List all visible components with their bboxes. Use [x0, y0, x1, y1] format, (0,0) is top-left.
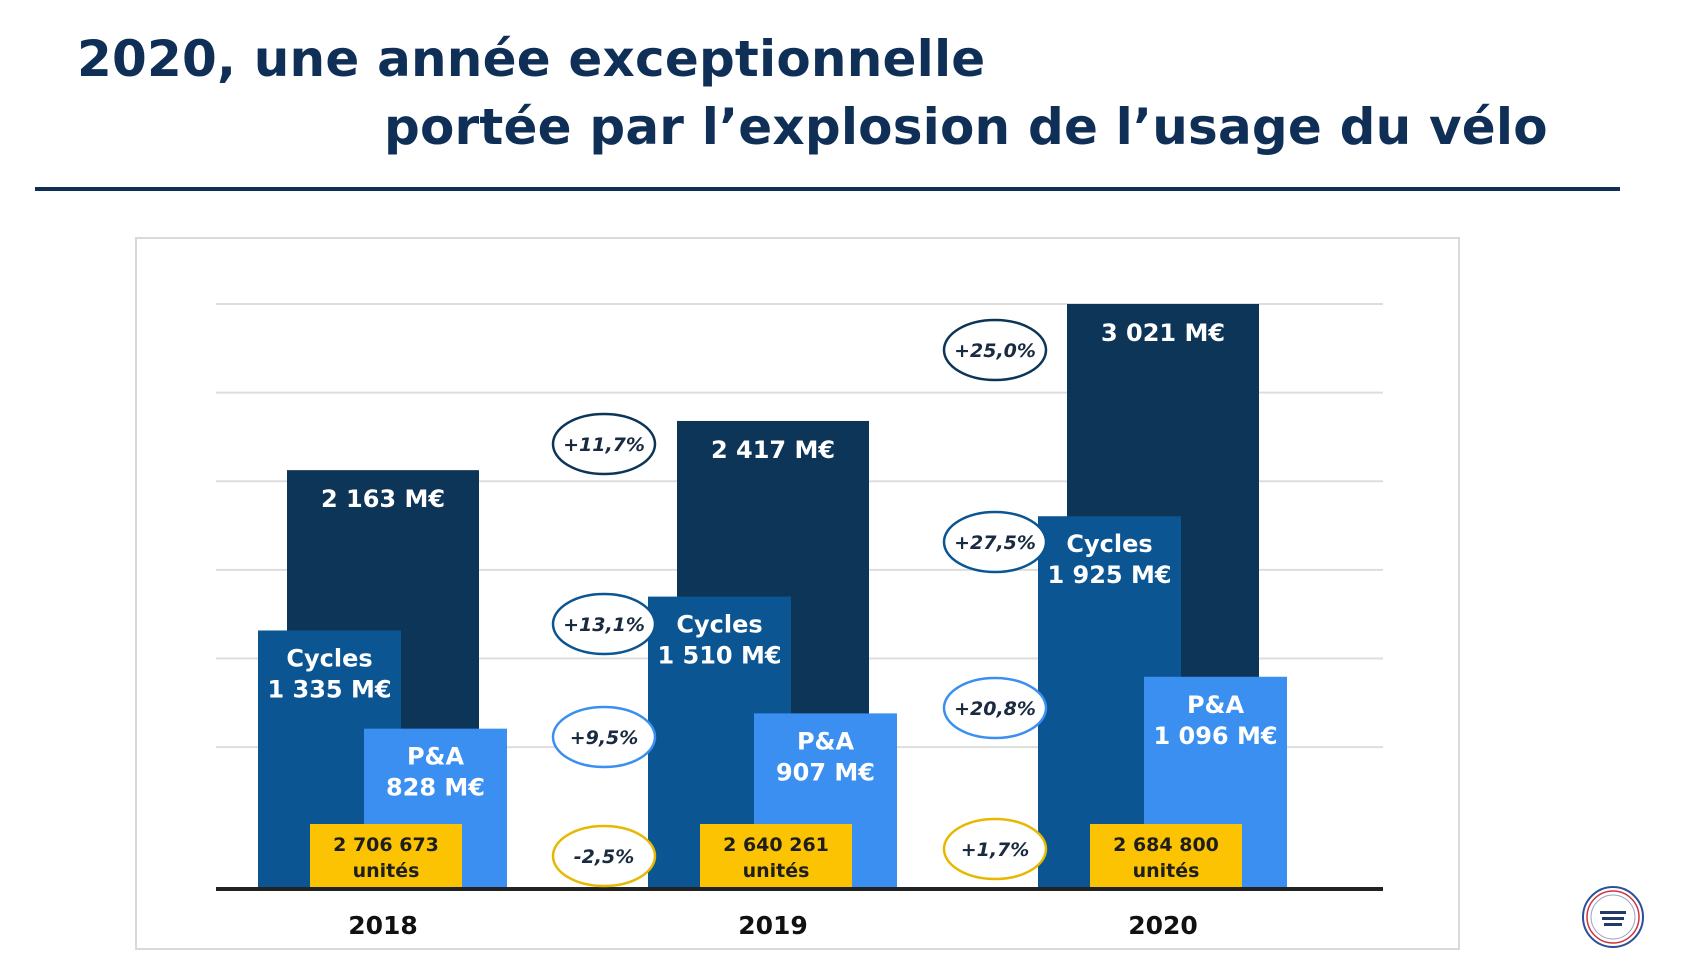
cycles-value-label: 1 335 M€ — [267, 675, 391, 703]
growth-badge-total — [551, 412, 657, 476]
year-tick-label: 2019 — [738, 911, 808, 940]
growth-badge-cycles — [942, 510, 1048, 574]
cycles-name-label: Cycles — [676, 611, 762, 639]
units-suffix-label: unités — [743, 860, 810, 882]
page-title-line-1: 2020, une année exceptionnelle — [77, 30, 986, 88]
growth-badge-units — [942, 817, 1048, 881]
growth-badge-pa — [942, 676, 1048, 740]
pa-name-label: P&A — [797, 727, 855, 755]
total-label: 2 163 M€ — [321, 485, 445, 513]
growth-badge-units-label: +1,7% — [961, 839, 1030, 861]
cycles-name-label: Cycles — [1066, 530, 1152, 558]
growth-badge-total — [942, 318, 1048, 382]
title-divider — [35, 187, 1620, 191]
units-box — [310, 824, 462, 889]
bar-chart: 2 163 M€ Cycles 1 335 M€ P&A 828 M€ 2 706 673… — [216, 303, 1383, 940]
growth-badge-cycles-label: +13,1% — [563, 614, 645, 636]
pa-name-label: P&A — [1187, 691, 1245, 719]
cycles-value-label: 1 510 M€ — [657, 642, 781, 670]
growth-badge-pa-label: +9,5% — [570, 727, 639, 749]
pa-value-label: 1 096 M€ — [1153, 722, 1277, 750]
units-box — [700, 824, 852, 889]
growth-badge-units — [551, 824, 657, 888]
brand-logo — [1582, 886, 1644, 948]
growth-badge-cycles — [551, 592, 657, 656]
page-title-line-2: portée par l’explosion de l’usage du vél… — [384, 98, 1548, 156]
units-suffix-label: unités — [353, 860, 420, 882]
units-value-label: 2 706 673 — [333, 834, 439, 856]
year-tick-label: 2020 — [1128, 911, 1198, 940]
units-suffix-label: unités — [1133, 860, 1200, 882]
units-value-label: 2 640 261 — [723, 834, 829, 856]
growth-badge-units-label: -2,5% — [574, 846, 635, 868]
pa-value-label: 828 M€ — [386, 774, 485, 802]
growth-badge-pa — [551, 705, 657, 769]
pa-name-label: P&A — [407, 743, 465, 771]
total-label: 2 417 M€ — [711, 436, 835, 464]
chart-panel: 2 163 M€ Cycles 1 335 M€ P&A 828 M€ 2 706 673… — [135, 237, 1460, 950]
units-value-label: 2 684 800 — [1113, 834, 1219, 856]
cycles-value-label: 1 925 M€ — [1047, 561, 1171, 589]
units-box — [1090, 824, 1242, 889]
pa-value-label: 907 M€ — [776, 758, 875, 786]
growth-badge-cycles-label: +27,5% — [954, 532, 1036, 554]
total-label: 3 021 M€ — [1101, 319, 1225, 347]
growth-badge-total-label: +25,0% — [954, 340, 1036, 362]
year-tick-label: 2018 — [348, 911, 418, 940]
growth-badge-pa-label: +20,8% — [954, 698, 1036, 720]
growth-badge-total-label: +11,7% — [563, 434, 645, 456]
cycles-name-label: Cycles — [286, 644, 372, 672]
